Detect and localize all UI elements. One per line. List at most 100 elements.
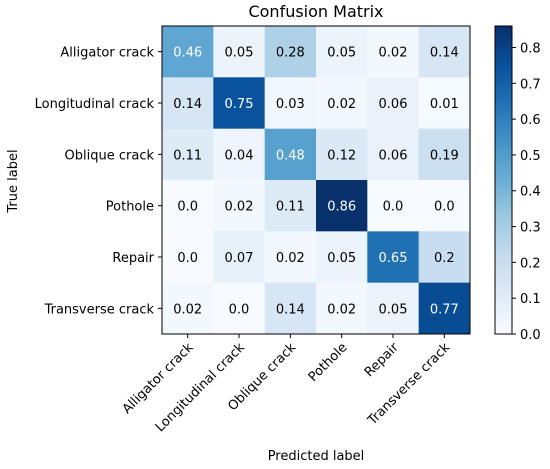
heatmap-cell (418, 180, 471, 232)
heatmap-cell (316, 231, 368, 284)
cell-value-label: 0.05 (379, 302, 408, 317)
heatmap-cell (162, 128, 214, 181)
heatmap-cell-labels: 0.46 0.05 0.28 0.05 0.02 0.14 0.14 0.75 0.03 0.02… (173, 46, 459, 318)
cell-value-label: 0.02 (276, 251, 305, 266)
colorbar-tick-label: 0.2 (520, 256, 541, 271)
y-tick-label: Transverse crack (44, 302, 155, 317)
heatmap-cell (367, 231, 420, 284)
cell-value-label: 0.04 (225, 148, 254, 163)
cell-value-label: 0.0 (434, 200, 455, 215)
cell-value-label: 0.28 (276, 46, 305, 61)
cell-value-label: 0.14 (173, 97, 202, 112)
cell-value-label: 0.03 (276, 97, 305, 112)
cell-value-label: 0.06 (379, 97, 408, 112)
heatmap-cell (264, 231, 317, 284)
heatmap-cell (264, 128, 317, 181)
chart-title: Confusion Matrix (248, 2, 383, 21)
cell-value-label: 0.02 (379, 46, 408, 61)
heatmap-cell (367, 128, 420, 181)
y-tick-label: Pothole (106, 200, 154, 215)
cell-value-label: 0.02 (173, 302, 202, 317)
y-axis-ticks: Alligator crack Longitudinal crack Oblique… (35, 46, 162, 317)
cell-value-label: 0.05 (327, 46, 356, 61)
cell-value-label: 0.11 (173, 148, 202, 163)
heatmap-cell (213, 231, 266, 284)
heatmap-cell (316, 282, 368, 335)
cell-value-label: 0.65 (379, 251, 408, 266)
heatmap-cell (264, 26, 317, 78)
cell-value-label: 0.02 (327, 97, 356, 112)
cell-value-label: 0.02 (225, 200, 254, 215)
cell-value-label: 0.46 (173, 46, 202, 61)
heatmap-cell (367, 26, 420, 78)
x-axis-label: Predicted label (268, 449, 365, 464)
cell-value-label: 0.14 (276, 302, 305, 317)
cell-value-label: 0.05 (225, 46, 254, 61)
colorbar-tick-label: 0.8 (520, 41, 541, 56)
heatmap-cell (162, 180, 214, 232)
y-tick-label: Longitudinal crack (35, 97, 155, 112)
heatmap-cell (418, 77, 471, 130)
heatmap-cell (213, 128, 266, 181)
cell-value-label: 0.75 (225, 97, 254, 112)
colorbar-tick-label: 0.1 (520, 292, 541, 307)
x-tick-label: Repair (362, 340, 403, 381)
cell-value-label: 0.06 (379, 148, 408, 163)
heatmap-cell (162, 77, 214, 130)
heatmap-cell (264, 180, 317, 232)
cell-value-label: 0.0 (229, 302, 250, 317)
y-tick-label: Repair (112, 251, 154, 266)
heatmap-cell (264, 282, 317, 335)
cell-value-label: 0.0 (177, 251, 198, 266)
cell-value-label: 0.05 (327, 251, 356, 266)
x-tick-label: Pothole (306, 340, 351, 385)
heatmap-cell (418, 282, 471, 335)
colorbar-tick-label: 0.7 (520, 77, 541, 92)
cell-value-label: 0.19 (430, 148, 459, 163)
heatmap-cell (213, 26, 266, 78)
cell-value-label: 0.0 (177, 200, 198, 215)
heatmap-frame (161, 25, 471, 335)
heatmap-cell (213, 77, 266, 130)
colorbar-tick-label: 0.3 (520, 221, 541, 236)
x-tick-label: Longitudinal crack (153, 340, 248, 435)
y-tick-label: Alligator crack (60, 46, 154, 61)
colorbar-tick-label: 0.5 (520, 149, 541, 164)
cell-value-label: 0.12 (327, 148, 356, 163)
colorbar (494, 25, 513, 335)
heatmap-cell (418, 128, 471, 181)
heatmap-cell (367, 180, 420, 232)
heatmap-cell (418, 231, 471, 284)
heatmap-cell (316, 26, 368, 78)
heatmap-cell (213, 180, 266, 232)
cell-value-label: 0.0 (383, 200, 404, 215)
cell-value-label: 0.11 (276, 200, 305, 215)
heatmap-cell (316, 180, 368, 232)
cell-value-label: 0.01 (430, 97, 459, 112)
y-axis-label: True label (6, 149, 21, 213)
heatmap-cell (418, 26, 471, 78)
cell-value-label: 0.07 (225, 251, 254, 266)
colorbar-ticks: 0.0 0.1 0.2 0.3 0.4 0.5 0.6 0.7 0.8 (512, 41, 541, 343)
colorbar-tick-label: 0.4 (520, 185, 541, 200)
cell-value-label: 0.14 (430, 46, 459, 61)
heatmap-cell (367, 282, 420, 335)
heatmap-cell (316, 128, 368, 181)
heatmap-cells (162, 26, 471, 335)
heatmap-cell (316, 77, 368, 130)
cell-value-label: 0.86 (327, 200, 356, 215)
cell-value-label: 0.02 (327, 302, 356, 317)
cell-value-label: 0.77 (430, 302, 459, 317)
heatmap-cell (213, 282, 266, 335)
cell-value-label: 0.48 (276, 148, 305, 163)
y-tick-label: Oblique crack (65, 148, 155, 163)
cell-value-label: 0.2 (434, 251, 455, 266)
heatmap-cell (367, 77, 420, 130)
heatmap-cell (264, 77, 317, 130)
heatmap-cell (162, 231, 214, 284)
heatmap-cell (162, 282, 214, 335)
colorbar-tick-label: 0.6 (520, 113, 541, 128)
colorbar-tick-label: 0.0 (520, 328, 541, 343)
